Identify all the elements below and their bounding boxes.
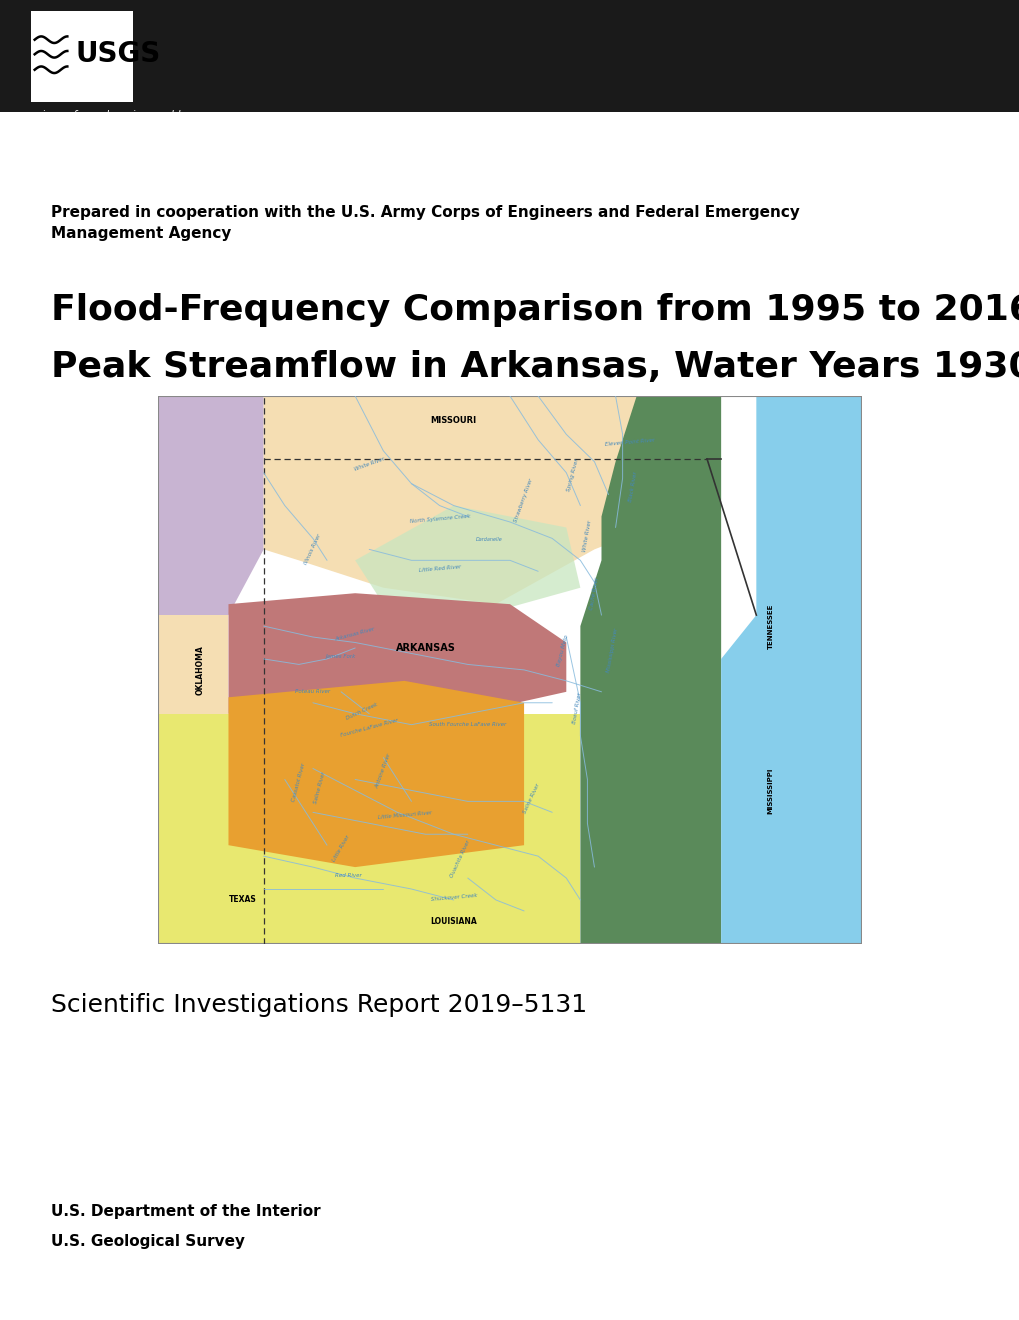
Text: Saline River: Saline River bbox=[522, 783, 540, 814]
Text: Little Red River: Little Red River bbox=[418, 564, 461, 573]
Text: Prepared in cooperation with the U.S. Army Corps of Engineers and Federal Emerge: Prepared in cooperation with the U.S. Ar… bbox=[51, 205, 799, 240]
Text: Fourche LaFave River: Fourche LaFave River bbox=[339, 717, 398, 738]
Polygon shape bbox=[263, 396, 706, 605]
Polygon shape bbox=[158, 714, 580, 944]
Text: OKLAHOMA: OKLAHOMA bbox=[196, 645, 205, 694]
Text: Saline River: Saline River bbox=[313, 771, 326, 804]
Text: North Sylamore Creek: North Sylamore Creek bbox=[409, 513, 470, 524]
Text: James Fork: James Fork bbox=[326, 653, 356, 659]
Text: Poteau River: Poteau River bbox=[296, 689, 330, 694]
Text: Dardanelle: Dardanelle bbox=[475, 537, 501, 543]
Bar bbox=[31, 11, 132, 102]
Text: Strawberry River: Strawberry River bbox=[514, 478, 534, 523]
Text: LOUISIANA: LOUISIANA bbox=[430, 917, 477, 927]
Polygon shape bbox=[158, 396, 263, 615]
Polygon shape bbox=[158, 615, 228, 714]
Text: White River: White River bbox=[582, 520, 592, 552]
Text: TENNESSEE: TENNESSEE bbox=[766, 603, 772, 648]
Text: White River: White River bbox=[353, 457, 385, 473]
Text: Peak Streamflow in Arkansas, Water Years 1930–2016: Peak Streamflow in Arkansas, Water Years… bbox=[51, 350, 1019, 384]
Text: Flood-Frequency Comparison from 1995 to 2016 and Trends in: Flood-Frequency Comparison from 1995 to … bbox=[51, 293, 1019, 327]
Text: Red River: Red River bbox=[334, 873, 361, 878]
Text: ARKANSAS: ARKANSAS bbox=[395, 643, 455, 653]
Text: Bayou Meto: Bayou Meto bbox=[555, 635, 569, 667]
Polygon shape bbox=[228, 681, 524, 867]
Text: USGS: USGS bbox=[75, 41, 161, 69]
Text: Scientific Investigations Report 2019–5131: Scientific Investigations Report 2019–51… bbox=[51, 993, 587, 1016]
Bar bbox=[0, 0, 1019, 112]
Text: Illinois River: Illinois River bbox=[304, 533, 322, 565]
Text: Ouachita River: Ouachita River bbox=[449, 840, 471, 878]
Polygon shape bbox=[720, 396, 861, 944]
Text: U.S. Department of the Interior: U.S. Department of the Interior bbox=[51, 1204, 320, 1218]
Text: Mississippi River: Mississippi River bbox=[605, 628, 618, 673]
Text: Little Missouri River: Little Missouri River bbox=[377, 810, 431, 820]
Text: Spring River: Spring River bbox=[566, 458, 580, 492]
Text: U.S. Geological Survey: U.S. Geological Survey bbox=[51, 1234, 245, 1249]
Text: South Fourche LaFave River: South Fourche LaFave River bbox=[429, 722, 505, 727]
Polygon shape bbox=[580, 396, 720, 944]
Text: Black River: Black River bbox=[628, 471, 638, 502]
Text: TEXAS: TEXAS bbox=[228, 895, 256, 904]
Text: science for a changing world: science for a changing world bbox=[31, 110, 180, 120]
Polygon shape bbox=[228, 593, 566, 725]
Text: Dutch Creek: Dutch Creek bbox=[345, 701, 378, 721]
Text: Antoine River: Antoine River bbox=[374, 752, 391, 789]
Text: Little River: Little River bbox=[331, 834, 351, 862]
Text: Cassatot River: Cassatot River bbox=[291, 762, 306, 803]
Text: MISSOURI: MISSOURI bbox=[430, 416, 476, 425]
Text: Boeuf River: Boeuf River bbox=[571, 692, 582, 725]
Text: MISSISSIPPI: MISSISSIPPI bbox=[766, 767, 772, 813]
Text: Shuckover Creek: Shuckover Creek bbox=[430, 892, 477, 902]
Polygon shape bbox=[355, 506, 580, 615]
Text: Cache River: Cache River bbox=[589, 577, 599, 610]
Text: Arkansas River: Arkansas River bbox=[334, 627, 375, 642]
Text: Eleven Point River: Eleven Point River bbox=[604, 438, 654, 447]
